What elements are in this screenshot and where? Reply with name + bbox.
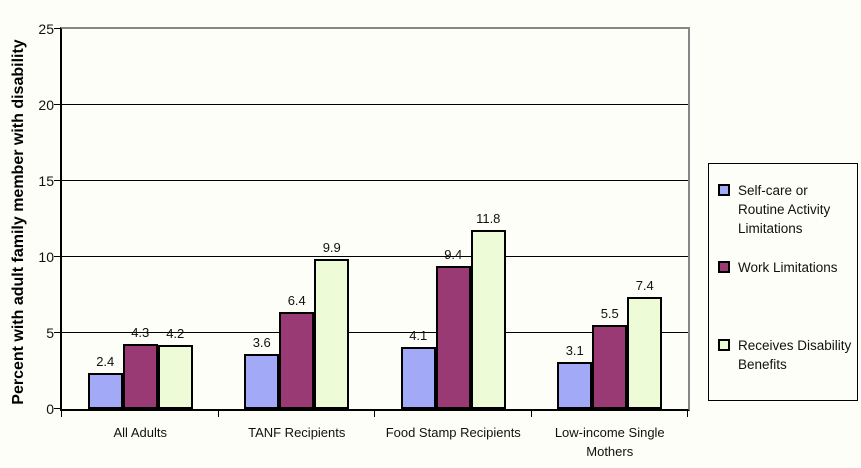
value-label-series3-cat1: 4.2	[166, 326, 185, 342]
legend-swatch-1	[718, 184, 730, 196]
value-label-series1-cat4: 3.1	[565, 342, 584, 358]
bar-series2-cat3	[435, 266, 471, 409]
y-tick-mark-5	[54, 332, 60, 333]
legend-item-3: Receives Disability Benefits	[718, 336, 855, 374]
bar-series3-cat2	[314, 258, 350, 409]
bar-series1-cat2	[244, 354, 280, 409]
bar-series1-cat3	[400, 346, 436, 409]
bar-series2-cat2	[279, 311, 315, 409]
legend-item-2: Work Limitations	[718, 258, 855, 277]
value-label-series3-cat2: 9.9	[322, 239, 341, 255]
y-tick-mark-10	[54, 256, 60, 257]
category-label-2: TANF Recipients	[248, 425, 346, 440]
gridline-5	[62, 332, 688, 333]
bar-series3-cat1	[157, 345, 193, 409]
y-tick-mark-20	[54, 104, 60, 105]
y-tick-label-15: 15	[38, 173, 54, 189]
category-label-1: All Adults	[113, 425, 167, 440]
legend-swatch-3	[718, 339, 730, 351]
value-label-series3-cat4: 7.4	[635, 277, 654, 293]
y-tick-label-0: 0	[46, 401, 54, 417]
value-label-series3-cat3: 11.8	[476, 210, 501, 226]
bar-series3-cat3	[470, 229, 506, 409]
y-tick-mark-25	[54, 28, 60, 29]
bar-series1-cat1	[87, 372, 123, 409]
y-axis-title: Percent with adult family member with di…	[10, 39, 27, 405]
x-tick-mark-3	[530, 411, 532, 417]
x-tick-mark-4	[687, 411, 688, 417]
gridline-20	[62, 104, 688, 105]
value-label-series1-cat3: 4.1	[409, 327, 428, 343]
legend-item-label: Work Limitations	[738, 260, 838, 275]
category-label-4: Low-income Single Mothers	[554, 425, 665, 459]
category-label-3: Food Stamp Recipients	[385, 425, 521, 440]
value-label-series2-cat2: 6.4	[287, 292, 306, 308]
y-tick-mark-15	[54, 180, 60, 181]
plot-area: 2.4 4.3 4.2 3.6 6.4 9.9 4.1 9.4 11.8 3.1 5.5 7.4	[60, 27, 690, 411]
value-label-series1-cat1: 2.4	[96, 353, 115, 369]
legend-swatch-2	[718, 261, 730, 273]
value-label-series1-cat2: 3.6	[252, 335, 271, 351]
y-tick-label-5: 5	[46, 325, 54, 341]
bar-series1-cat4	[557, 361, 593, 409]
gridline-15	[62, 180, 688, 181]
y-tick-mark-0	[54, 408, 60, 409]
y-tick-label-20: 20	[38, 97, 54, 113]
bar-series3-cat4	[627, 296, 663, 409]
value-label-series2-cat3: 9.4	[444, 247, 463, 263]
bar-series2-cat4	[592, 325, 628, 409]
legend-item-label: Self-care or Routine Activity Limitation…	[738, 183, 831, 236]
legend-item-label: Receives Disability Benefits	[738, 338, 852, 372]
value-label-series2-cat4: 5.5	[600, 306, 619, 322]
value-label-series2-cat1: 4.3	[131, 324, 150, 340]
legend: Self-care or Routine Activity Limitation…	[708, 163, 858, 401]
x-tick-mark-0	[61, 411, 62, 417]
x-tick-mark-2	[374, 411, 375, 417]
gridline-10	[62, 256, 688, 257]
x-tick-mark-1	[217, 411, 219, 417]
y-tick-label-10: 10	[38, 249, 54, 265]
y-tick-label-25: 25	[38, 21, 54, 37]
legend-item-1: Self-care or Routine Activity Limitation…	[718, 181, 855, 238]
bar-series2-cat1	[122, 343, 158, 409]
